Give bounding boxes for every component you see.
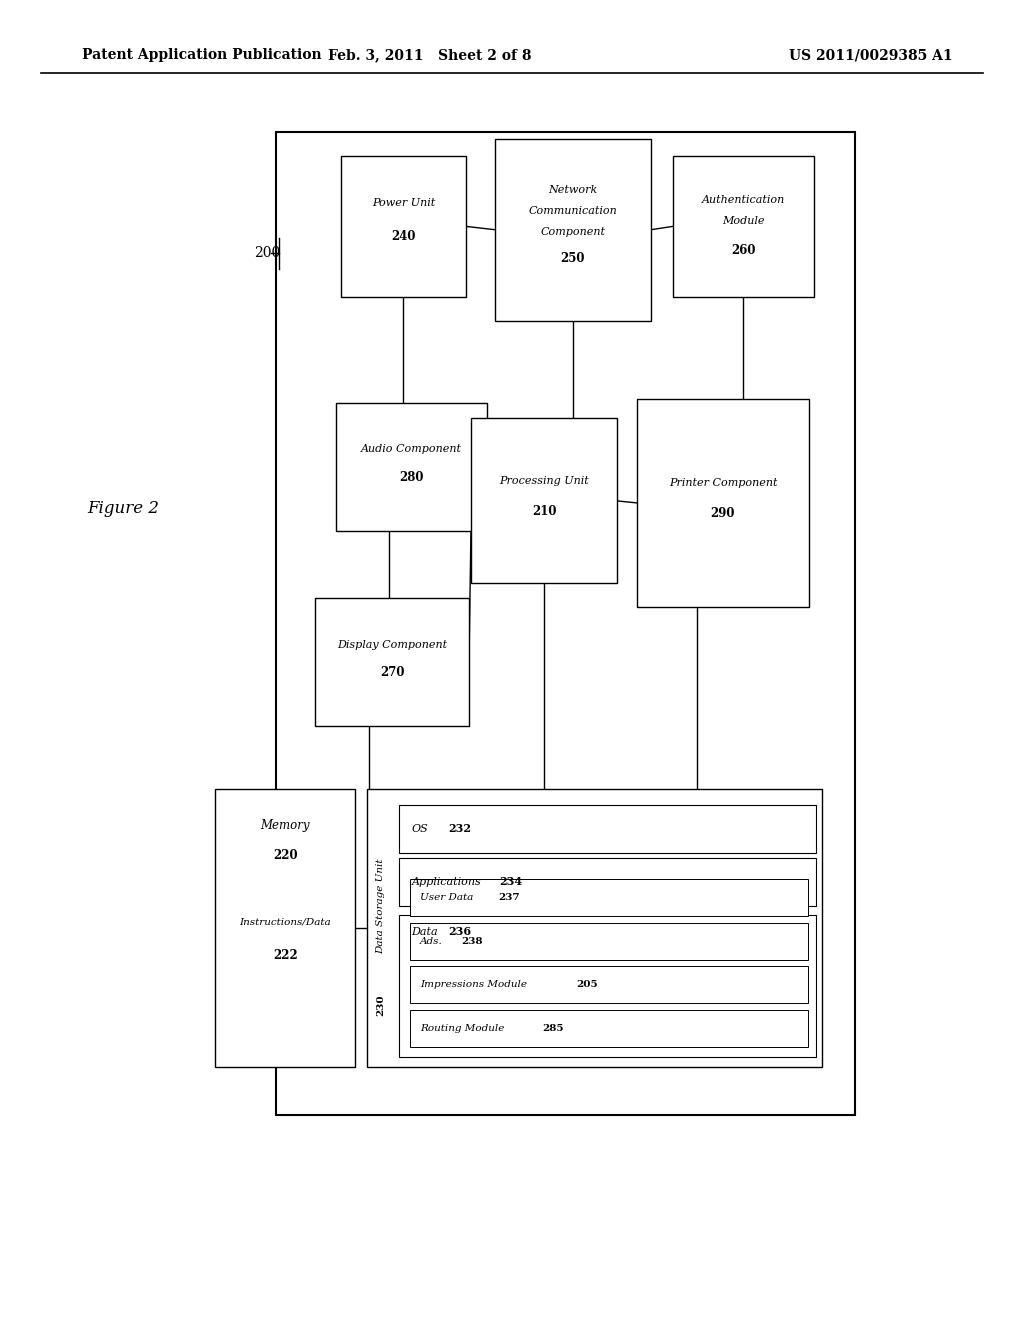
Text: 205: 205 xyxy=(577,981,598,989)
Bar xyxy=(399,805,816,853)
Text: Memory: Memory xyxy=(260,818,310,832)
Text: Patent Application Publication: Patent Application Publication xyxy=(82,49,322,62)
Bar xyxy=(495,139,651,321)
Bar xyxy=(336,403,487,531)
Text: US 2011/0029385 A1: US 2011/0029385 A1 xyxy=(788,49,952,62)
Text: 210: 210 xyxy=(532,506,556,517)
Text: 234: 234 xyxy=(500,876,523,887)
Text: 250: 250 xyxy=(561,252,585,265)
Bar xyxy=(315,598,469,726)
Text: OS: OS xyxy=(412,824,428,834)
Text: Data Storage Unit: Data Storage Unit xyxy=(377,858,385,953)
Bar xyxy=(410,923,808,960)
Text: 285: 285 xyxy=(543,1024,564,1032)
Text: 240: 240 xyxy=(391,231,416,243)
Text: User Data: User Data xyxy=(420,894,473,902)
Text: Instructions/Data: Instructions/Data xyxy=(240,917,331,927)
Text: 236: 236 xyxy=(449,927,472,937)
Text: Power Unit: Power Unit xyxy=(372,198,435,207)
Text: Data: Data xyxy=(412,927,438,937)
Text: 270: 270 xyxy=(380,667,404,678)
Text: Display Component: Display Component xyxy=(337,640,447,649)
Text: 280: 280 xyxy=(399,471,424,483)
Bar xyxy=(410,1010,808,1047)
Text: 290: 290 xyxy=(711,507,735,520)
Bar xyxy=(341,156,466,297)
Text: 200: 200 xyxy=(254,247,281,260)
Bar xyxy=(215,789,355,1067)
Text: Ads.: Ads. xyxy=(420,937,442,945)
Text: 232: 232 xyxy=(449,824,471,834)
Text: 260: 260 xyxy=(731,244,756,256)
Bar xyxy=(471,418,617,583)
Bar xyxy=(367,789,822,1067)
Text: Module: Module xyxy=(722,216,765,226)
Text: Audio Component: Audio Component xyxy=(361,445,462,454)
Bar xyxy=(410,879,808,916)
Text: Communication: Communication xyxy=(528,206,617,216)
Text: 238: 238 xyxy=(461,937,482,945)
Text: Feb. 3, 2011   Sheet 2 of 8: Feb. 3, 2011 Sheet 2 of 8 xyxy=(329,49,531,62)
Text: Applications: Applications xyxy=(412,876,481,887)
Bar xyxy=(673,156,814,297)
Text: Authentication: Authentication xyxy=(701,195,785,205)
Text: Component: Component xyxy=(541,227,605,238)
Text: 230: 230 xyxy=(377,995,385,1016)
Text: Printer Component: Printer Component xyxy=(669,478,777,488)
Bar xyxy=(399,858,816,906)
Text: Figure 2: Figure 2 xyxy=(87,500,159,516)
Text: Network: Network xyxy=(548,185,598,195)
Text: 237: 237 xyxy=(499,894,520,902)
Text: 220: 220 xyxy=(272,849,298,862)
Bar xyxy=(410,966,808,1003)
Text: Processing Unit: Processing Unit xyxy=(500,477,589,486)
Bar xyxy=(399,915,816,1057)
Text: Impressions Module: Impressions Module xyxy=(420,981,526,989)
Text: 222: 222 xyxy=(272,949,298,962)
Text: Routing Module: Routing Module xyxy=(420,1024,504,1032)
Bar xyxy=(276,132,855,1115)
Bar xyxy=(637,399,809,607)
